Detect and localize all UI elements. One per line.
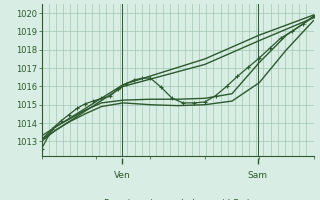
Text: Ven: Ven	[114, 171, 130, 180]
Text: Sam: Sam	[248, 171, 268, 180]
Text: Pression niveau de la mer( hPa ): Pression niveau de la mer( hPa )	[104, 199, 251, 200]
